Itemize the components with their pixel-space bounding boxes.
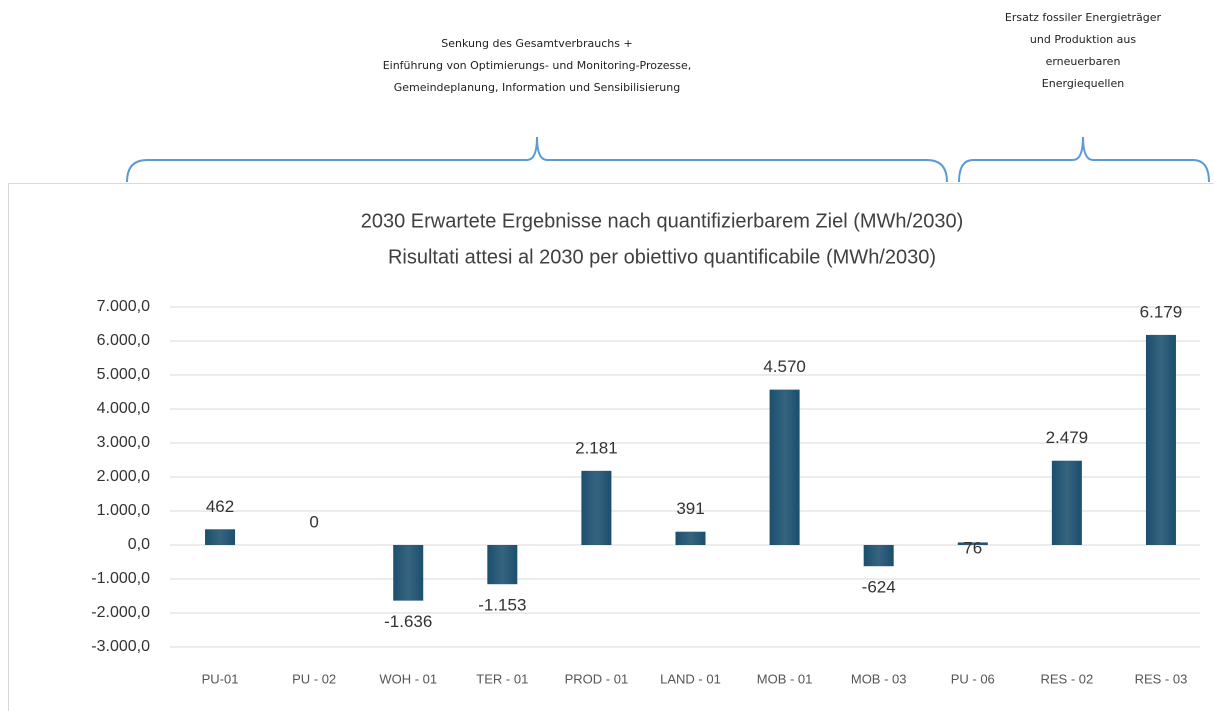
chart-title: Risultati attesi al 2030 per obiettivo q…	[388, 246, 936, 268]
y-tick-label: 3.000,0	[97, 434, 150, 451]
x-tick-label: PROD - 01	[565, 671, 629, 686]
annotation: Energiequellen	[1042, 77, 1124, 90]
y-tick-label: -2.000,0	[91, 604, 150, 621]
brace	[126, 136, 948, 183]
x-tick-label: RES - 03	[1135, 671, 1188, 686]
x-tick-label: TER - 01	[476, 671, 528, 686]
bar-shine	[487, 545, 518, 585]
annotation: Einführung von Optimierungs- und Monitor…	[383, 59, 692, 72]
chart-title: 2030 Erwartete Ergebnisse nach quantifiz…	[361, 210, 964, 232]
bar-shine	[581, 470, 612, 545]
value-label: 76	[963, 538, 982, 557]
brace	[958, 136, 1210, 183]
bar-shine	[1145, 334, 1176, 545]
y-tick-label: 7.000,0	[97, 298, 150, 315]
x-tick-label: PU-01	[202, 671, 239, 686]
value-label: 462	[206, 497, 234, 516]
value-label: 4.570	[763, 357, 806, 376]
x-tick-label: WOH - 01	[379, 671, 437, 686]
x-tick-label: MOB - 01	[757, 671, 813, 686]
y-tick-label: 2.000,0	[97, 468, 150, 485]
annotation: Gemeindeplanung, Information und Sensibi…	[394, 81, 680, 94]
annotation: Ersatz fossiler Energieträger	[1005, 11, 1162, 24]
y-tick-label: -1.000,0	[91, 570, 150, 587]
value-label: -1.153	[478, 596, 526, 615]
value-label: 0	[309, 512, 318, 531]
x-tick-label: LAND - 01	[660, 671, 721, 686]
annotation: Senkung des Gesamtverbrauchs +	[441, 37, 632, 50]
x-tick-label: PU - 02	[292, 671, 336, 686]
y-tick-label: 4.000,0	[97, 400, 150, 417]
y-tick-label: -3.000,0	[91, 638, 150, 655]
bar-shine	[1051, 460, 1082, 545]
bar-shine	[205, 529, 236, 545]
x-tick-label: PU - 06	[951, 671, 995, 686]
y-tick-label: 6.000,0	[97, 332, 150, 349]
value-label: -1.636	[384, 612, 432, 631]
bar-shine	[957, 542, 988, 545]
y-tick-label: 0,0	[128, 536, 150, 553]
annotation: erneuerbaren	[1046, 55, 1121, 68]
y-tick-label: 5.000,0	[97, 366, 150, 383]
value-label: 2.181	[575, 438, 618, 457]
x-tick-label: MOB - 03	[851, 671, 907, 686]
chart-frame	[8, 183, 1214, 711]
bar-shine	[675, 531, 706, 545]
x-tick-label: RES - 02	[1040, 671, 1093, 686]
value-label: 391	[676, 499, 704, 518]
bar-shine	[769, 389, 800, 545]
value-label: 6.179	[1140, 302, 1183, 321]
annotation: und Produktion aus	[1030, 33, 1136, 46]
bar-shine	[393, 545, 424, 601]
y-tick-label: 1.000,0	[97, 502, 150, 519]
value-label: -624	[862, 578, 896, 597]
bar-shine	[863, 545, 894, 567]
value-label: 2.479	[1046, 428, 1089, 447]
